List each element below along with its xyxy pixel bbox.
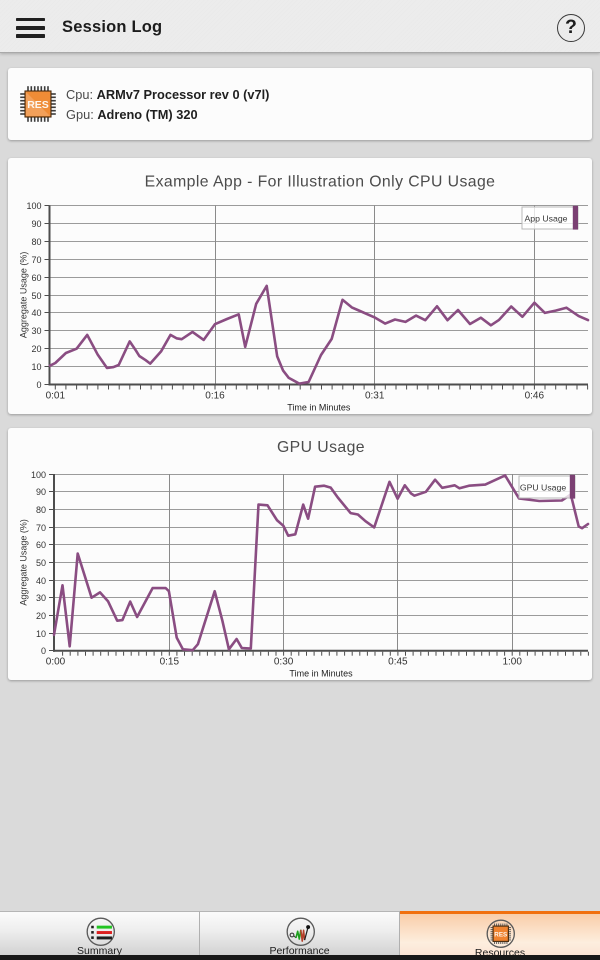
svg-text:0:15: 0:15 bbox=[160, 657, 180, 668]
svg-text:0: 0 bbox=[36, 380, 41, 390]
svg-text:0:01: 0:01 bbox=[46, 391, 66, 402]
svg-text:RES: RES bbox=[27, 98, 49, 110]
svg-text:50: 50 bbox=[36, 558, 46, 568]
svg-text:0: 0 bbox=[41, 646, 46, 656]
svg-text:80: 80 bbox=[31, 237, 41, 247]
svg-text:Aggregate Usage (%): Aggregate Usage (%) bbox=[19, 519, 29, 606]
svg-text:GPU Usage: GPU Usage bbox=[277, 439, 365, 456]
svg-text:0:00: 0:00 bbox=[46, 657, 66, 668]
svg-text:Time in Minutes: Time in Minutes bbox=[287, 403, 351, 413]
svg-text:0:45: 0:45 bbox=[388, 657, 408, 668]
svg-text:20: 20 bbox=[31, 344, 41, 354]
svg-text:80: 80 bbox=[36, 505, 46, 515]
svg-text:10: 10 bbox=[31, 362, 41, 372]
svg-text:40: 40 bbox=[31, 308, 41, 318]
svg-text:90: 90 bbox=[36, 487, 46, 497]
svg-text:0:16: 0:16 bbox=[205, 391, 225, 402]
svg-text:30: 30 bbox=[36, 593, 46, 603]
svg-text:Aggregate Usage (%): Aggregate Usage (%) bbox=[19, 252, 29, 339]
svg-text:10: 10 bbox=[36, 629, 46, 639]
svg-text:0:31: 0:31 bbox=[365, 391, 385, 402]
svg-text:20: 20 bbox=[36, 611, 46, 621]
svg-text:90: 90 bbox=[31, 219, 41, 229]
svg-text:0:30: 0:30 bbox=[274, 657, 294, 668]
svg-text:1:00: 1:00 bbox=[502, 657, 522, 668]
svg-text:50: 50 bbox=[31, 291, 41, 301]
svg-text:RES: RES bbox=[494, 931, 507, 938]
svg-text:GPU Usage: GPU Usage bbox=[520, 483, 567, 493]
svg-text:70: 70 bbox=[36, 523, 46, 533]
svg-text:100: 100 bbox=[31, 470, 46, 480]
svg-text:Time in Minutes: Time in Minutes bbox=[289, 669, 353, 679]
svg-text:60: 60 bbox=[31, 273, 41, 283]
svg-text:70: 70 bbox=[31, 255, 41, 265]
svg-text:100: 100 bbox=[26, 201, 41, 211]
svg-text:30: 30 bbox=[31, 326, 41, 336]
svg-text:0:46: 0:46 bbox=[525, 391, 545, 402]
svg-text:40: 40 bbox=[36, 576, 46, 586]
svg-text:60: 60 bbox=[36, 540, 46, 550]
svg-text:App Usage: App Usage bbox=[525, 214, 568, 224]
svg-text:Example App - For Illustration: Example App - For Illustration Only CPU … bbox=[145, 174, 496, 191]
